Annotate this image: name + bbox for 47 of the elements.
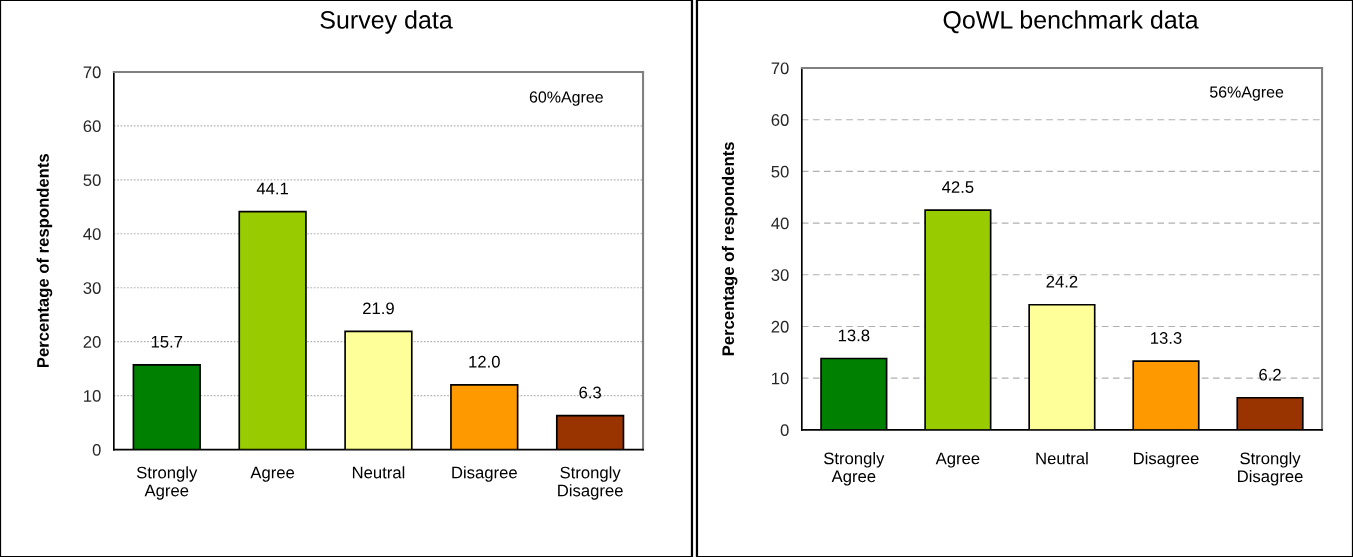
y-tick-label: 10 <box>772 372 789 385</box>
data-label: 13.8 <box>838 329 870 342</box>
y-tick-label: 20 <box>771 320 789 333</box>
annotation: 60%Agree <box>529 91 603 106</box>
y-tick-label: 30 <box>83 282 101 294</box>
y-tick-label: 70 <box>83 66 101 79</box>
y-tick-label: 50 <box>771 165 789 178</box>
y-tick-label: 40 <box>771 217 789 230</box>
x-tick-label: Disagree <box>1134 452 1199 468</box>
bar <box>450 383 519 450</box>
x-tick-label: Neutral <box>352 466 405 479</box>
data-label: 15.7 <box>151 336 183 348</box>
data-label: 6.3 <box>579 386 601 399</box>
x-tick-label: Disagree <box>452 466 517 482</box>
x-tick-label: Strongly Disagree <box>558 466 623 500</box>
y-tick-label: 0 <box>92 443 101 456</box>
y-tick-label: 60 <box>771 114 789 126</box>
data-label: 6.2 <box>1259 368 1281 381</box>
y-tick-label: 10 <box>84 390 101 402</box>
data-label: 13.3 <box>1151 332 1182 344</box>
data-label: 24.2 <box>1046 275 1078 288</box>
x-tick-label: Strongly Disagree <box>1238 452 1303 486</box>
y-axis-title: Percentage of respondents <box>721 142 738 356</box>
y-tick-label: 50 <box>83 174 101 187</box>
x-tick-label: Strongly Agree <box>824 452 885 486</box>
y-tick-label: 40 <box>83 228 101 240</box>
y-axis-title: Percentage of respondents <box>36 154 53 368</box>
data-label: 44.1 <box>256 182 288 195</box>
annotation: 56%Agree <box>1209 86 1284 101</box>
x-tick-label: Agree <box>250 466 295 482</box>
y-tick-label: 30 <box>771 269 789 281</box>
data-label: 42.5 <box>942 181 974 193</box>
bar <box>132 364 201 450</box>
chart-title: QoWL benchmark data <box>943 10 1199 34</box>
y-tick-label: 60 <box>83 120 101 133</box>
x-tick-label: Neutral <box>1036 452 1088 465</box>
bar <box>344 330 413 450</box>
data-label: 21.9 <box>363 302 394 315</box>
y-tick-label: 20 <box>83 336 101 348</box>
x-tick-label: Strongly Agree <box>136 466 198 500</box>
y-tick-label: 0 <box>780 424 789 437</box>
bar <box>555 414 625 450</box>
data-label: 12.0 <box>469 355 500 368</box>
chart-title: Survey data <box>320 10 453 34</box>
bar <box>238 210 307 450</box>
y-tick-label: 70 <box>771 62 789 75</box>
x-tick-label: Agree <box>935 452 980 468</box>
